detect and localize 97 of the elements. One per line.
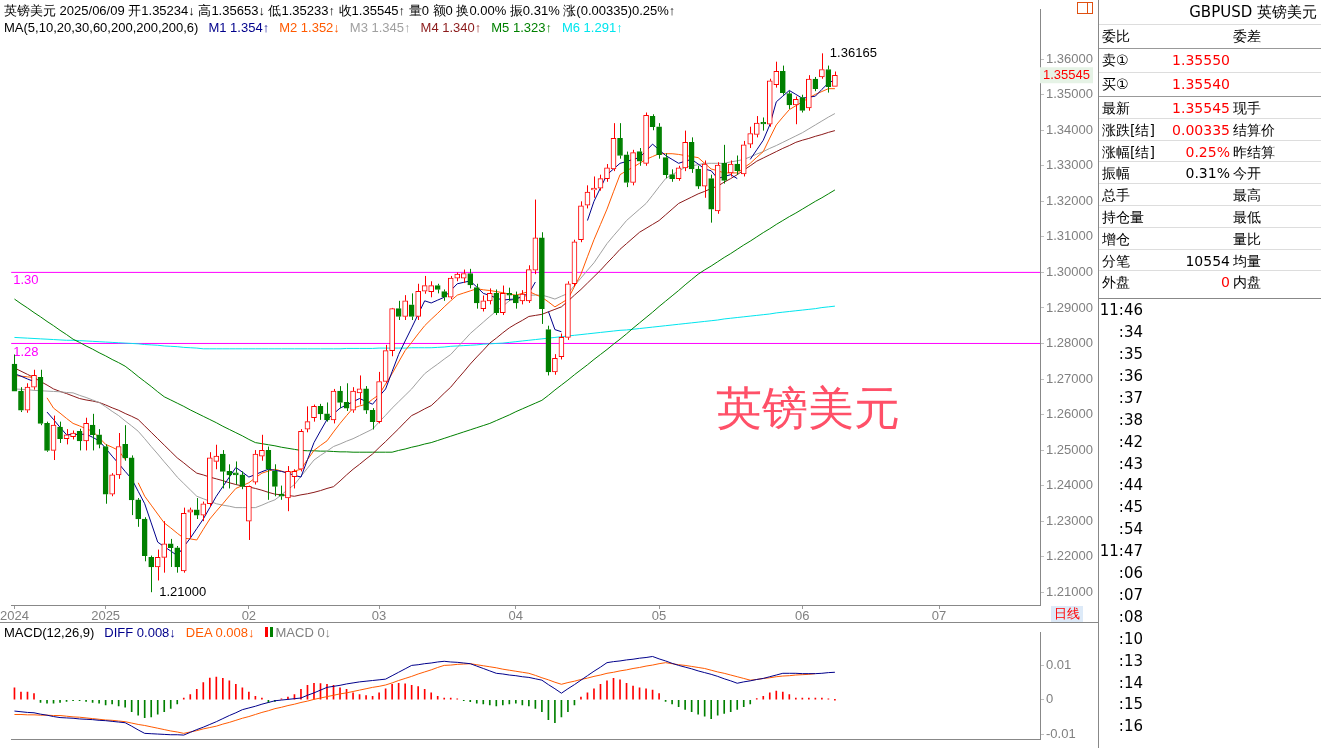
text: :07 (1117, 585, 1143, 604)
text: 总手 (1102, 187, 1130, 206)
x-tick-label: 02 (241, 608, 257, 624)
text: 0.31% (1185, 165, 1230, 182)
y-tick-label: 1.36000 (1046, 50, 1093, 66)
text: :44 (1117, 476, 1143, 495)
text: 0 (1221, 274, 1230, 291)
text: :54 (1117, 520, 1143, 539)
text: M4 1.340↑ (420, 20, 482, 35)
y-tick-label: 1.26000 (1046, 406, 1093, 422)
y-tick-label: 1.34000 (1046, 121, 1093, 137)
text: M1 1.354↑ (208, 20, 270, 35)
x-tick-label: 06 (795, 608, 810, 624)
text: 涨跌[结] (1102, 121, 1155, 140)
text: 0.25% (1185, 143, 1230, 160)
text: :43 (1117, 454, 1143, 473)
y-tick-label: 1.24000 (1046, 477, 1093, 493)
text: GBPUSD 英镑美元 (1189, 3, 1317, 22)
text: 11:47 (1099, 542, 1143, 561)
text: 外盘 (1102, 274, 1130, 293)
text: :13 (1117, 651, 1143, 670)
text: 委差 (1233, 28, 1261, 46)
text: 1.35540 (1172, 76, 1230, 92)
text: DEA 0.008↓ (185, 625, 255, 640)
y-tick-label: 1.30000 (1046, 263, 1093, 279)
annotation: 1.21000 (159, 583, 207, 599)
text: 最高 (1233, 187, 1261, 206)
text: 结算价 (1233, 121, 1275, 140)
text: 振幅 (1102, 165, 1130, 184)
text: 11:46 (1099, 301, 1143, 320)
text: 最低 (1233, 209, 1261, 227)
x-tick-label: 04 (508, 608, 524, 624)
y-tick-label: 1.25000 (1046, 441, 1093, 457)
text: 日线 (1054, 605, 1080, 621)
text: 1.35545 (1172, 100, 1230, 116)
text: 分笔 (1102, 252, 1130, 271)
text: :15 (1117, 695, 1143, 714)
chart-title: 英镑美元 2025/06/09 开1.35234↓ 高1.35653↓ 低1.35233↑ 收1.35545↑ 量0 额0 换0.00% 振0.31% 涨(0.00335)0.25%↑ (4, 3, 676, 18)
text: :37 (1117, 388, 1143, 407)
text: DIFF 0.008↓ (104, 625, 176, 640)
y-tick-label: 1.22000 (1046, 548, 1093, 564)
text: :14 (1117, 673, 1143, 692)
text: 买① (1102, 76, 1129, 94)
y-tick-label: 1.31000 (1046, 228, 1093, 244)
y-tick-label: 1.32000 (1046, 192, 1093, 208)
text: M6 1.291↑ (561, 20, 623, 35)
y-tick-label: 1.35000 (1046, 86, 1093, 102)
x-tick-label: 07 (931, 608, 947, 624)
y-tick-label: -0.01 (1046, 725, 1076, 741)
x-tick-label: 2025 (91, 608, 121, 624)
text: 均量 (1233, 252, 1261, 271)
chart-title: MACD(12,26,9) (4, 625, 95, 640)
y-tick-label: 1.21000 (1046, 583, 1093, 599)
text: 委比 (1102, 28, 1130, 46)
text: :16 (1117, 717, 1143, 736)
text: 1.35550 (1172, 52, 1230, 68)
text: 现手 (1233, 100, 1261, 118)
y-tick-label: 0.01 (1046, 656, 1072, 672)
y-tick-label: 1.28000 (1046, 335, 1093, 351)
text: 昨结算 (1233, 143, 1275, 162)
text: M5 1.323↑ (491, 20, 552, 35)
text: MA(5,10,20,30,60,200,200,200,6) (4, 20, 199, 35)
x-tick-label: 03 (371, 608, 387, 624)
text: :35 (1117, 345, 1143, 363)
text: 涨幅[结] (1102, 143, 1155, 162)
y-tick-label: 1.33000 (1046, 157, 1093, 173)
text: 量比 (1233, 230, 1261, 249)
text: 1.35545 (1043, 66, 1090, 82)
text: 增仓 (1102, 230, 1130, 249)
y-tick-label: 1.29000 (1046, 299, 1093, 315)
annotation: 1.36165 (829, 44, 877, 60)
text: M3 1.345↑ (349, 20, 411, 35)
text: 10554 (1185, 252, 1230, 269)
text: :10 (1117, 629, 1143, 648)
text: 0.00335 (1172, 121, 1230, 138)
text: 卖① (1102, 52, 1129, 70)
text: :06 (1117, 564, 1143, 582)
ref-line-label: 1.30 (13, 272, 39, 288)
text: :36 (1117, 366, 1143, 385)
x-tick-label: 2024 (0, 608, 29, 624)
text: 持仓量 (1102, 209, 1144, 227)
text: :45 (1117, 498, 1143, 517)
y-tick-label: 1.23000 (1046, 512, 1093, 528)
text: :38 (1117, 410, 1143, 429)
text: 今开 (1233, 165, 1261, 184)
text: :42 (1117, 432, 1143, 451)
text: :34 (1117, 323, 1143, 342)
legend-label: MACD 0↓ (275, 625, 332, 640)
x-tick-label: 05 (651, 608, 667, 624)
annotation: 英镑美元 (715, 382, 900, 435)
ref-line-label: 1.28 (13, 343, 39, 359)
text: M2 1.352↓ (279, 20, 340, 35)
y-tick-label: 1.27000 (1046, 370, 1093, 386)
text: 最新 (1102, 100, 1130, 118)
text: :08 (1117, 607, 1143, 626)
y-tick-label: 0 (1046, 691, 1054, 707)
text: 内盘 (1233, 274, 1261, 293)
